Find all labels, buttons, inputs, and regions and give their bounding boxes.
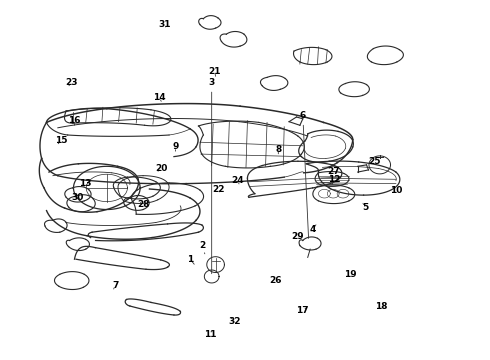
Text: 8: 8 — [275, 145, 281, 154]
Text: 22: 22 — [212, 185, 224, 194]
Text: 20: 20 — [155, 164, 168, 173]
Text: 26: 26 — [269, 276, 282, 284]
Text: 6: 6 — [300, 111, 309, 238]
Text: 7: 7 — [112, 281, 119, 289]
Text: 9: 9 — [172, 143, 179, 152]
Text: 23: 23 — [65, 78, 77, 87]
Text: 30: 30 — [71, 193, 84, 202]
Text: 3: 3 — [209, 78, 215, 274]
Text: 32: 32 — [228, 317, 241, 325]
Text: 15: 15 — [55, 136, 68, 145]
Text: 31: 31 — [158, 20, 171, 29]
Text: 5: 5 — [362, 202, 368, 211]
Text: 10: 10 — [390, 186, 402, 195]
Text: 25: 25 — [368, 157, 381, 166]
Text: 13: 13 — [79, 179, 92, 188]
Text: 29: 29 — [292, 233, 304, 242]
Text: 27: 27 — [327, 166, 340, 176]
Text: 12: 12 — [328, 175, 341, 184]
Text: 17: 17 — [296, 306, 309, 315]
Text: 24: 24 — [231, 176, 244, 185]
Text: 28: 28 — [137, 200, 149, 209]
Text: 11: 11 — [204, 330, 217, 339]
Text: 18: 18 — [375, 302, 388, 311]
Text: 4: 4 — [309, 225, 316, 234]
Text: 16: 16 — [68, 116, 81, 125]
Text: 2: 2 — [199, 241, 205, 254]
Text: 19: 19 — [344, 270, 357, 279]
Text: 1: 1 — [187, 255, 194, 264]
Text: 14: 14 — [153, 94, 166, 103]
Text: 21: 21 — [208, 67, 221, 76]
